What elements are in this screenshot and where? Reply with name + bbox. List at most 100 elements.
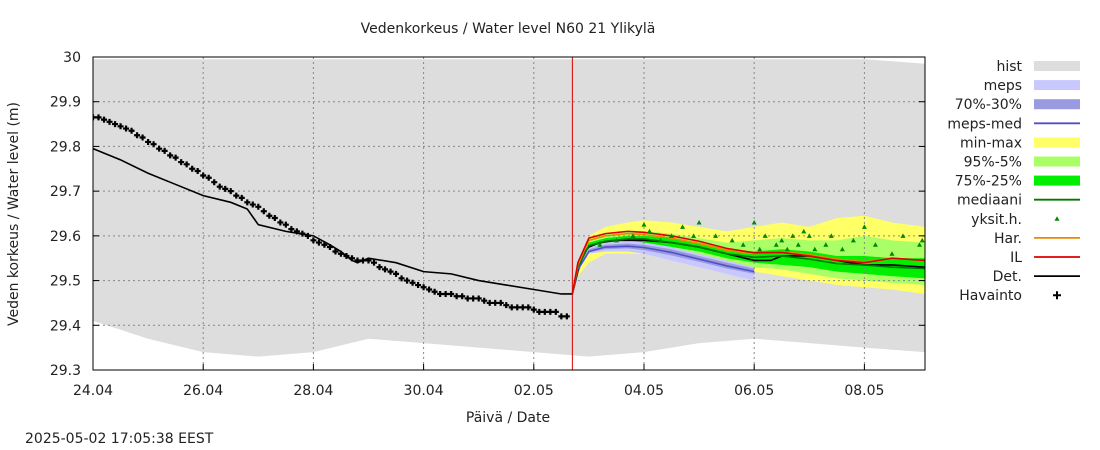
legend-swatch [1034,137,1080,148]
y-tick-label: 29.4 [50,318,81,334]
yksit-point [658,237,664,243]
yksit-point [630,233,636,238]
havainto-point [442,290,449,297]
havainto-point [216,183,223,190]
legend-label: meps [984,78,1022,94]
havainto-point [426,286,433,293]
havainto-point [332,248,339,255]
yksit-point [647,228,653,234]
chart-title: Vedenkorkeus / Water level N60 21 Ylikyl… [361,21,656,37]
y-tick-label: 29.5 [50,274,81,290]
y-tick-label: 29.9 [50,95,81,111]
hist-band [93,59,925,357]
havainto-point [117,123,124,130]
havainto-point [310,237,317,244]
yksit-point [916,242,922,247]
yksit-point [823,242,829,247]
havainto-point [277,219,284,226]
havainto-point [106,118,113,125]
yksit-point [919,237,925,243]
havainto-point [189,165,196,172]
havainto-point [255,203,262,210]
havainto-point [222,185,229,192]
yksit-point [641,222,647,227]
havainto-point [415,282,422,289]
yksit-point [784,246,790,252]
x-tick-label: 08.05 [844,383,884,399]
havainto-point [503,302,510,309]
x-tick-label: 04.05 [624,383,664,399]
havainto-point [470,295,477,302]
havainto-point [398,275,405,282]
yksit-point [773,242,779,247]
x-tick-label: 26.04 [183,383,223,399]
havainto-point [321,241,328,248]
legend: hist meps 70%-30% meps-med min-max 95%-5% 75%-… [947,59,1080,304]
yksit-point [839,246,845,252]
yksit-point [900,233,906,238]
y-axis-label: Veden korkeus / Water level (m) [6,102,22,326]
yksit-point [812,246,818,252]
havainto-point [404,277,411,284]
series-mediaani-line [571,238,925,295]
havainto-point [95,114,102,121]
havainto-point [519,304,526,311]
legend-label: Det. [993,269,1022,285]
legend-label: mediaani [957,193,1022,209]
havainto-point [464,295,471,302]
y-tick-label: 29.8 [50,139,81,155]
legend-swatch [1053,291,1061,300]
havainto-point [178,159,185,166]
y-tick-label: 29.3 [50,363,81,379]
havainto-point [481,297,488,304]
x-tick-label: 24.04 [73,383,113,399]
legend-swatch [1034,99,1080,110]
havainto-point [420,284,427,291]
havainto-point [492,299,499,306]
havainto-point [371,259,378,266]
yksit-point [762,233,768,238]
havainto-point [525,304,532,311]
plot-inner [93,57,925,370]
yksit-point [740,242,746,247]
y-tick-label: 29.7 [50,184,81,200]
yksit-point [889,251,895,256]
yksit-point [597,242,603,247]
y-tick-label: 30 [63,50,81,66]
havainto-point [453,293,460,300]
plot-area: 29.3 29.4 29.5 29.6 29.7 29.8 29.9 30 24.04 26.04… [50,50,926,399]
havainto-point [508,304,515,311]
legend-label: meps-med [947,116,1022,132]
havainto-point [167,152,174,159]
yksit-point [850,237,856,243]
havainto-point [387,268,394,275]
x-tick-label: 02.05 [514,383,554,399]
yksit-point [790,233,796,238]
y-tick-label: 29.6 [50,229,81,245]
yksit-point [779,237,785,243]
havainto-point [558,313,565,320]
yksit-point [680,224,686,229]
yksit-point [669,233,675,238]
x-axis-label: Päivä / Date [466,410,550,426]
yksit-point [713,233,719,238]
havainto-point [205,174,212,181]
havainto-point [448,290,455,297]
plot-frame [92,56,926,371]
legend-swatch [1034,80,1080,91]
havainto-point [547,308,554,315]
yksit-point [806,233,812,238]
yksit-point [757,246,763,252]
havainto-point [112,121,119,128]
havainto-point [376,264,383,271]
yksit-point [795,242,801,247]
havainto-point [475,295,482,302]
x-tick-label: 30.04 [404,383,444,399]
havainto-point [172,154,179,161]
havainto-point [238,194,245,201]
havainto-point [134,132,141,139]
yksit-point [861,224,867,229]
havainto-point [409,279,416,286]
havainto-point [211,179,218,186]
havainto-point [282,221,289,228]
